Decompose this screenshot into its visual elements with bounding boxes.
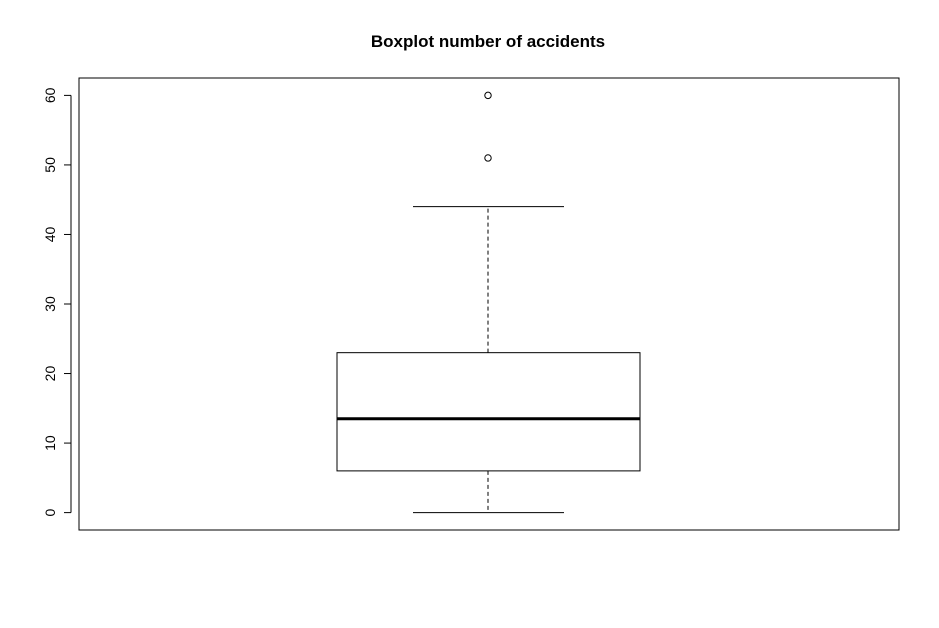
interquartile-box bbox=[336, 352, 641, 472]
chart-title: Boxplot number of accidents bbox=[371, 32, 605, 51]
y-tick-label: 20 bbox=[42, 366, 58, 382]
y-tick-label: 40 bbox=[42, 226, 58, 242]
box-plot bbox=[336, 91, 641, 514]
y-tick-label: 50 bbox=[42, 157, 58, 173]
outlier-point bbox=[484, 154, 492, 162]
y-tick-label: 30 bbox=[42, 296, 58, 312]
y-axis: 0 10 20 30 40 50 60 bbox=[42, 87, 72, 517]
y-tick-label: 10 bbox=[42, 435, 58, 451]
y-tick-label: 60 bbox=[42, 87, 58, 103]
plot-frame bbox=[78, 77, 900, 531]
y-tick-label: 0 bbox=[42, 509, 58, 517]
outlier-point bbox=[484, 91, 492, 100]
